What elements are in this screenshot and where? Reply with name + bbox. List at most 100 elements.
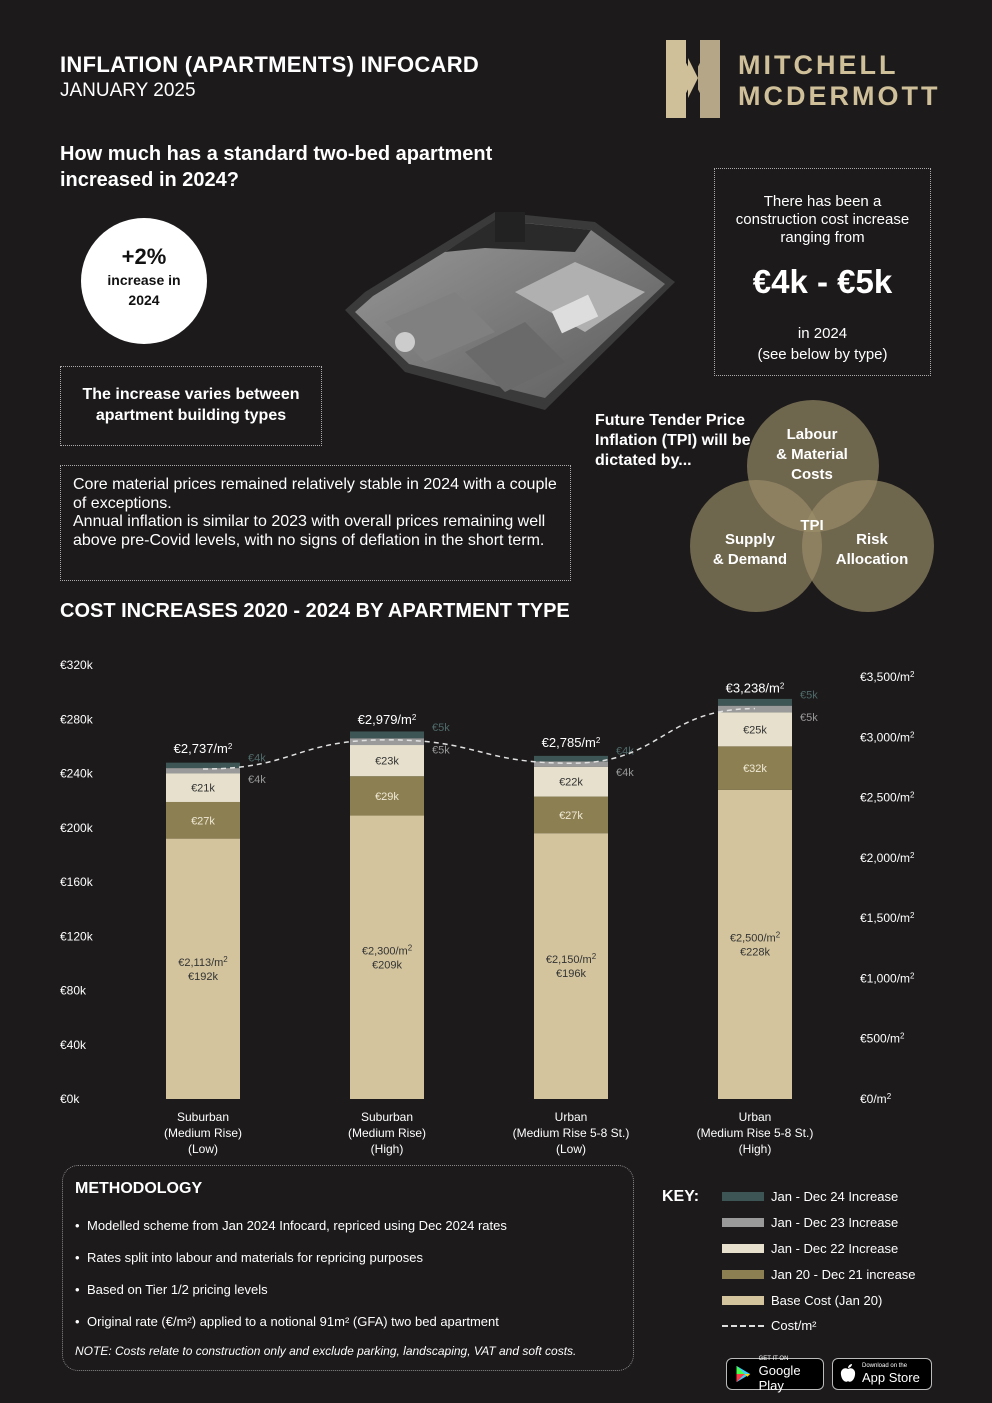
bar-segment — [718, 789, 792, 1099]
venn-top-label-2: & Material — [776, 446, 848, 463]
line-value-label: €3,238/m2 — [726, 681, 785, 696]
x-tick-label: (Medium Rise) — [164, 1126, 242, 1140]
bar-segment — [718, 746, 792, 790]
bar-value-label: €5k — [800, 712, 818, 724]
bar-value-label: €5k — [800, 689, 818, 701]
core-materials-text: Core material prices remained relatively… — [60, 465, 571, 581]
key-dash — [722, 1324, 764, 1327]
x-tick-label: (High) — [739, 1142, 772, 1156]
methodology-list: Modelled scheme from Jan 2024 Infocard, … — [75, 1210, 621, 1338]
line-value-label: €2,737/m2 — [174, 741, 233, 756]
bar-segment — [350, 738, 424, 746]
venn-left-label-1: Supply — [725, 531, 776, 548]
key-swatch — [722, 1192, 764, 1202]
venn-circle-supply — [690, 480, 822, 612]
app-store-label: App Store — [862, 1370, 920, 1385]
y-right-tick-label: €3,000/m2 — [860, 730, 915, 745]
bar-rate-label: €2,300/m2 — [362, 943, 413, 958]
venn-right-label-1: Risk — [856, 531, 888, 548]
bar-value-label: €21k — [191, 783, 215, 795]
bar-value-label: €29k — [375, 791, 399, 803]
bar-segment — [166, 801, 240, 839]
key-swatch — [722, 1295, 764, 1305]
google-play-small: GET IT ON — [758, 1355, 789, 1362]
apple-icon — [840, 1364, 856, 1382]
venn-right-label-2: Allocation — [836, 551, 909, 568]
x-tick-label: (High) — [371, 1142, 404, 1156]
bar-rate-label: €2,500/m2 — [730, 930, 781, 945]
cost-chart: €0k €40k €80k €120k €160k €200k €240k €280k €320… — [60, 658, 915, 1156]
bar-segment — [350, 745, 424, 777]
bar-value-label: €23k — [375, 756, 399, 768]
key-line-label: Cost/m² — [771, 1318, 817, 1334]
x-tick-label: (Medium Rise) — [348, 1126, 426, 1140]
core-text-1: Core material prices remained relatively… — [73, 476, 557, 512]
app-store-small: Download on the — [862, 1363, 908, 1369]
key-swatch — [722, 1269, 764, 1279]
key-item: Jan - Dec 23 Increase — [722, 1210, 942, 1236]
bar-value-label: €4k — [248, 752, 266, 764]
x-tick-label: Suburban — [361, 1110, 413, 1124]
key-label: KEY: — [662, 1188, 700, 1205]
methodology-item: Modelled scheme from Jan 2024 Infocard, … — [75, 1210, 621, 1242]
key-item: Jan - Dec 22 Increase — [722, 1236, 942, 1262]
apartment-render-image — [345, 212, 675, 410]
venn-circle-risk — [802, 480, 934, 612]
range-text-1: There has been a construction cost incre… — [735, 193, 910, 246]
key-item: Jan 20 - Dec 21 increase — [722, 1261, 942, 1287]
app-store-button[interactable]: Download on the App Store — [832, 1358, 932, 1390]
line-value-label: €2,785/m2 — [542, 735, 601, 750]
x-tick-label: Suburban — [177, 1110, 229, 1124]
bar-value-label: €5k — [432, 722, 450, 734]
key-item-label: Base Cost (Jan 20) — [771, 1292, 883, 1308]
bar-value-label: €4k — [616, 767, 634, 779]
google-play-button[interactable]: GET IT ON Google Play — [726, 1355, 824, 1393]
x-tick-label: (Medium Rise 5-8 St.) — [697, 1126, 814, 1140]
bar-segment — [166, 838, 240, 1099]
range-text-3: (see below by type) — [757, 346, 888, 363]
key-item-label: Jan 20 - Dec 21 increase — [771, 1266, 916, 1282]
y-left-tick-label: €40k — [60, 1038, 87, 1052]
brand-name: MITCHELL MCDERMOTT — [738, 50, 940, 112]
line-value-label: €2,979/m2 — [358, 712, 417, 727]
chart-title: COST INCREASES 2020 - 2024 BY APARTMENT … — [60, 600, 570, 622]
y-right-tick-label: €3,500/m2 — [860, 670, 915, 685]
headline-question: How much has a standard two-bed apartmen… — [60, 143, 493, 191]
y-left-tick-label: €280k — [60, 712, 94, 726]
bar-segment — [534, 766, 608, 797]
x-tick-label: (Low) — [556, 1142, 586, 1156]
core-text-2: Annual inflation is similar to 2023 with… — [73, 513, 546, 549]
key-swatch — [722, 1243, 764, 1253]
y-right-tick-label: €500/m2 — [860, 1031, 905, 1046]
brand-line-1: MITCHELL — [738, 50, 899, 80]
y-left-tick-label: €120k — [60, 929, 94, 943]
bar-value-label: €32k — [743, 763, 767, 775]
y-right-tick-label: €1,000/m2 — [860, 971, 915, 986]
badge-text-2: 2024 — [128, 292, 160, 308]
bar-segment — [166, 762, 240, 769]
bar-segment — [166, 773, 240, 802]
key-item-label: Jan - Dec 22 Increase — [771, 1240, 899, 1256]
badge-text-1: increase in — [107, 272, 181, 288]
venn-top-label-1: Labour — [787, 426, 838, 443]
brand-logo — [666, 40, 720, 118]
methodology-item: Based on Tier 1/2 pricing levels — [75, 1274, 621, 1306]
cost-per-m2-line — [202, 707, 756, 770]
y-left-tick-label: €160k — [60, 875, 94, 889]
bar-segment — [350, 731, 424, 739]
y-right-tick-label: €2,000/m2 — [860, 850, 915, 865]
bar-value-label: €25k — [743, 724, 767, 736]
x-tick-label: (Medium Rise 5-8 St.) — [513, 1126, 630, 1140]
key-item: Base Cost (Jan 20) — [722, 1287, 942, 1313]
bar-value-label: €4k — [616, 746, 634, 758]
bar-segment — [350, 776, 424, 816]
page-title: INFLATION (APARTMENTS) INFOCARD — [60, 52, 480, 77]
bar-segment — [350, 815, 424, 1099]
venn-center-label: TPI — [800, 517, 823, 534]
bar-value-label: €192k — [188, 971, 218, 983]
google-play-icon — [736, 1365, 751, 1383]
bar-value-label: €4k — [248, 774, 266, 786]
y-left-tick-label: €80k — [60, 984, 87, 998]
bar-segment — [534, 761, 608, 767]
methodology-heading: METHODOLOGY — [75, 1180, 203, 1197]
